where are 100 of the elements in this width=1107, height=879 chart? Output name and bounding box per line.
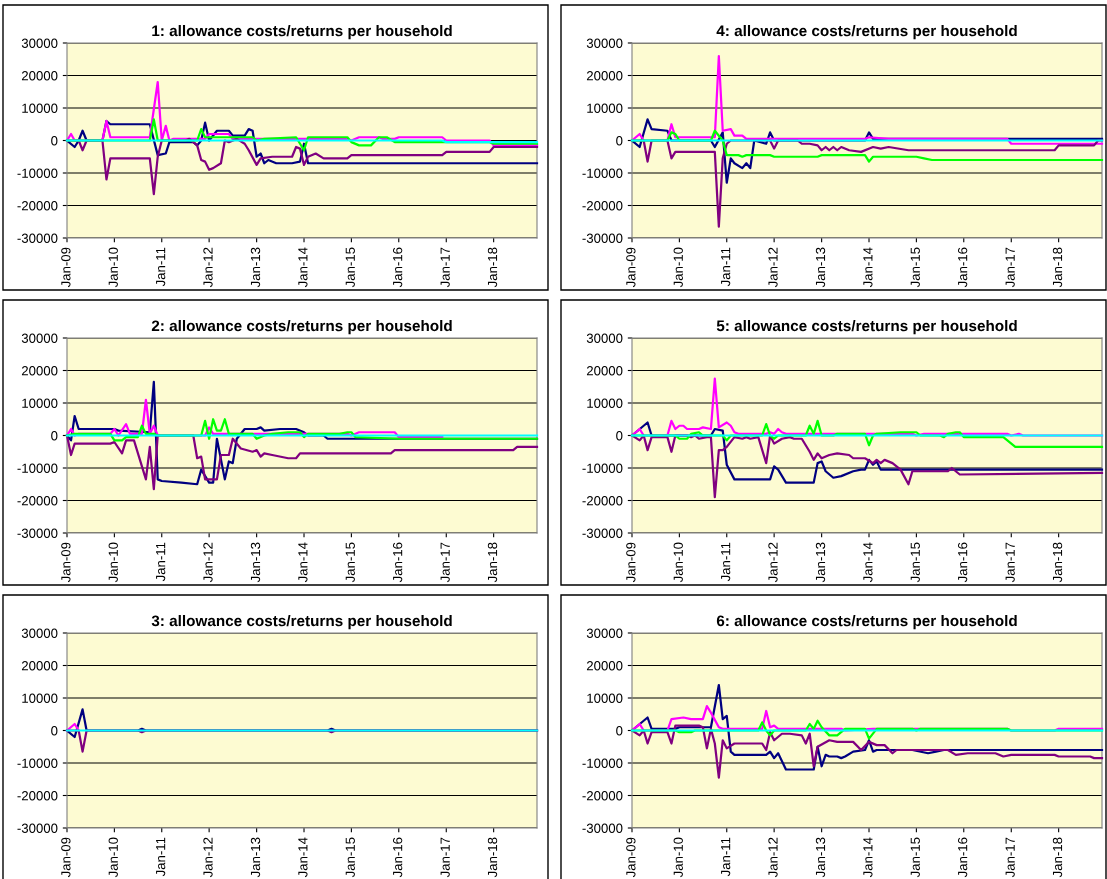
y-tick-label: 10000	[587, 398, 623, 408]
x-tick-label: Jan-14	[298, 542, 308, 583]
y-tick-label: 20000	[21, 661, 58, 671]
y-tick-label: 30000	[586, 628, 623, 638]
x-tick-label: Jan-14	[863, 542, 873, 583]
y-tick-label: -20000	[17, 201, 58, 211]
y-tick-label: 20000	[586, 366, 623, 376]
y-tick-label: -20000	[582, 791, 623, 801]
chart-title: 5: allowance costs/returns per household	[716, 319, 1017, 335]
x-tick-label: Jan-14	[298, 837, 308, 878]
y-tick-label: -20000	[582, 201, 623, 211]
x-tick-label: Jan-09	[626, 837, 636, 878]
x-tick-label: Jan-15	[910, 837, 920, 878]
y-tick-label: 0	[616, 136, 623, 146]
x-tick-label: Jan-11	[721, 247, 731, 287]
y-tick-label: -30000	[582, 233, 623, 243]
y-tick-label: 20000	[21, 366, 58, 376]
x-tick-label: Jan-11	[721, 837, 731, 877]
x-tick-label: Jan-10	[108, 837, 118, 878]
y-tick-label: -10000	[582, 758, 623, 768]
chart-title: 6: allowance costs/returns per household	[716, 614, 1017, 630]
x-tick-label: Jan-16	[957, 247, 968, 288]
x-tick-label: Jan-15	[910, 542, 920, 583]
x-tick-label: Jan-13	[815, 837, 826, 878]
y-tick-label: -10000	[17, 463, 58, 473]
y-tick-label: -10000	[17, 758, 58, 768]
x-tick-label: Jan-09	[626, 247, 636, 288]
x-tick-label: Jan-18	[1052, 837, 1063, 878]
y-tick-label: -30000	[17, 233, 58, 243]
chart-title: 1: allowance costs/returns per household	[152, 24, 452, 40]
x-tick-label: Jan-18	[1052, 542, 1063, 583]
x-tick-label: Jan-15	[345, 837, 355, 878]
x-tick-label: Jan-16	[392, 247, 403, 288]
y-tick-label: 20000	[586, 661, 623, 671]
y-tick-label: 20000	[586, 71, 623, 81]
chart-title: 4: allowance costs/returns per household	[716, 24, 1017, 40]
x-tick-label: Jan-17	[440, 542, 450, 583]
y-tick-label: 10000	[587, 103, 623, 113]
x-tick-label: Jan-11	[721, 542, 731, 582]
x-tick-label: Jan-13	[250, 837, 261, 878]
x-tick-label: Jan-11	[156, 837, 166, 877]
x-tick-label: Jan-12	[768, 542, 778, 583]
x-tick-label: Jan-15	[345, 247, 355, 288]
x-tick-label: Jan-13	[815, 247, 826, 288]
x-tick-label: Jan-10	[673, 837, 683, 878]
y-tick-label: 10000	[22, 693, 58, 703]
y-tick-label: 0	[616, 726, 623, 736]
x-tick-label: Jan-13	[250, 542, 261, 583]
x-tick-label: Jan-10	[673, 247, 683, 288]
x-tick-label: Jan-12	[768, 247, 778, 288]
x-tick-label: Jan-09	[61, 247, 71, 288]
y-tick-label: 10000	[22, 398, 58, 408]
x-tick-label: Jan-12	[203, 837, 213, 878]
x-tick-label: Jan-14	[863, 837, 873, 878]
x-tick-label: Jan-17	[1005, 247, 1015, 288]
y-tick-label: 30000	[586, 38, 623, 48]
x-tick-label: Jan-09	[626, 542, 636, 583]
y-tick-label: 30000	[21, 628, 58, 638]
x-tick-label: Jan-12	[203, 247, 213, 288]
y-tick-label: 20000	[21, 71, 58, 81]
x-tick-label: Jan-15	[910, 247, 920, 288]
x-tick-label: Jan-11	[156, 247, 166, 287]
y-tick-label: -10000	[17, 168, 58, 178]
x-tick-label: Jan-14	[863, 247, 873, 288]
y-tick-label: -20000	[17, 791, 58, 801]
y-tick-label: 30000	[586, 333, 623, 343]
y-tick-label: -10000	[582, 463, 623, 473]
x-tick-label: Jan-10	[108, 247, 118, 288]
x-tick-label: Jan-17	[440, 837, 450, 878]
x-tick-label: Jan-09	[61, 837, 71, 878]
y-tick-label: 30000	[21, 38, 58, 48]
x-tick-label: Jan-18	[487, 247, 498, 288]
x-tick-label: Jan-15	[345, 542, 355, 583]
x-tick-label: Jan-12	[768, 837, 778, 878]
y-tick-label: 0	[51, 726, 58, 736]
x-tick-label: Jan-18	[487, 837, 498, 878]
x-tick-label: Jan-17	[440, 247, 450, 288]
chart-title: 2: allowance costs/returns per household	[151, 319, 452, 335]
x-tick-label: Jan-10	[673, 542, 683, 583]
x-tick-label: Jan-12	[203, 542, 213, 583]
x-tick-label: Jan-17	[1005, 837, 1015, 878]
y-tick-label: -30000	[582, 528, 623, 538]
x-tick-label: Jan-13	[815, 542, 826, 583]
x-tick-label: Jan-11	[156, 542, 166, 582]
y-tick-label: -30000	[17, 823, 58, 833]
y-tick-label: -30000	[582, 823, 623, 833]
y-tick-label: 0	[51, 431, 58, 441]
x-tick-label: Jan-09	[61, 542, 71, 583]
y-tick-label: 0	[51, 136, 58, 146]
y-tick-label: 0	[616, 431, 623, 441]
x-tick-label: Jan-16	[957, 542, 968, 583]
x-tick-label: Jan-16	[957, 837, 968, 878]
x-tick-label: Jan-18	[1052, 247, 1063, 288]
x-tick-label: Jan-14	[298, 247, 308, 288]
y-tick-label: 10000	[22, 103, 58, 113]
x-tick-label: Jan-18	[487, 542, 498, 583]
y-tick-label: 10000	[587, 693, 623, 703]
x-tick-label: Jan-10	[108, 542, 118, 583]
y-tick-label: -20000	[582, 496, 623, 506]
y-tick-label: -30000	[17, 528, 58, 538]
